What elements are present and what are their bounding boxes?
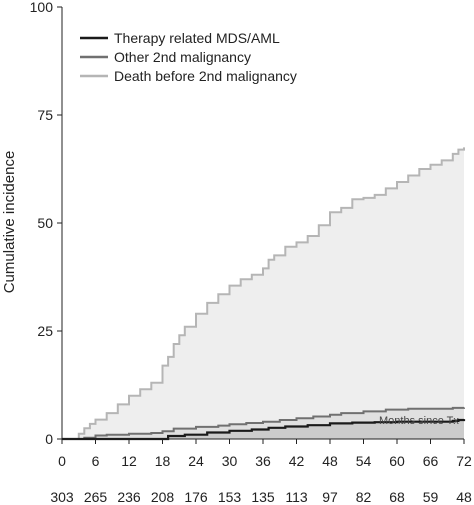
at-risk-count: 97: [322, 489, 338, 505]
x-tick-label: 24: [188, 453, 204, 469]
series-fill-areas: [62, 147, 464, 439]
at-risk-count: 59: [423, 489, 439, 505]
x-tick-label: 6: [92, 453, 100, 469]
y-tick-label: 25: [37, 323, 53, 339]
line-series-1: [62, 406, 465, 440]
legend-label: Therapy related MDS/AML: [114, 30, 280, 46]
x-tick-label: 12: [121, 453, 137, 469]
at-risk-count: 208: [151, 489, 175, 505]
x-axis-annotation: Months since Tx: [379, 415, 459, 427]
at-risk-count: 135: [251, 489, 275, 505]
line-series-2: [62, 147, 465, 440]
at-risk-count: 68: [389, 489, 405, 505]
at-risk-count: 153: [218, 489, 242, 505]
y-tick-label: 75: [37, 107, 53, 123]
x-tick-label: 54: [356, 453, 372, 469]
at-risk-count: 303: [50, 489, 74, 505]
y-tick-label: 100: [30, 0, 54, 15]
y-tick-label: 50: [37, 215, 53, 231]
at-risk-count: 236: [117, 489, 141, 505]
legend-label: Other 2nd malignancy: [114, 49, 251, 65]
x-tick-label: 72: [456, 453, 472, 469]
line-series-0: [62, 418, 466, 441]
x-tick-label: 36: [255, 453, 271, 469]
x-tick-label: 0: [58, 453, 66, 469]
x-tick-label: 60: [389, 453, 405, 469]
legend: Therapy related MDS/AML Other 2nd maligna…: [80, 30, 297, 84]
y-axis-ticks: 0 25 50 75 100: [30, 0, 62, 447]
at-risk-count: 176: [184, 489, 208, 505]
area-series-0: [62, 419, 464, 439]
x-tick-label: 66: [423, 453, 439, 469]
at-risk-count: 265: [84, 489, 108, 505]
y-tick-label: 0: [45, 431, 53, 447]
at-risk-count: 82: [356, 489, 372, 505]
x-tick-label: 18: [155, 453, 171, 469]
y-axis-label: Cumulative incidence: [1, 151, 18, 294]
x-tick-label: 42: [289, 453, 305, 469]
x-tick-label: 30: [222, 453, 238, 469]
at-risk-row: 303 265 236 208 176 153 135 113 97 82 68 59 48: [50, 489, 472, 505]
area-series-2: [62, 147, 464, 439]
legend-label: Death before 2nd malignancy: [114, 68, 297, 84]
x-axis-ticks: 0 6 12 18 24 30 36 42 48 54 60 66 72: [58, 439, 472, 469]
series-lines: [62, 147, 466, 441]
x-tick-label: 48: [322, 453, 338, 469]
at-risk-count: 48: [456, 489, 472, 505]
at-risk-count: 113: [285, 489, 308, 505]
